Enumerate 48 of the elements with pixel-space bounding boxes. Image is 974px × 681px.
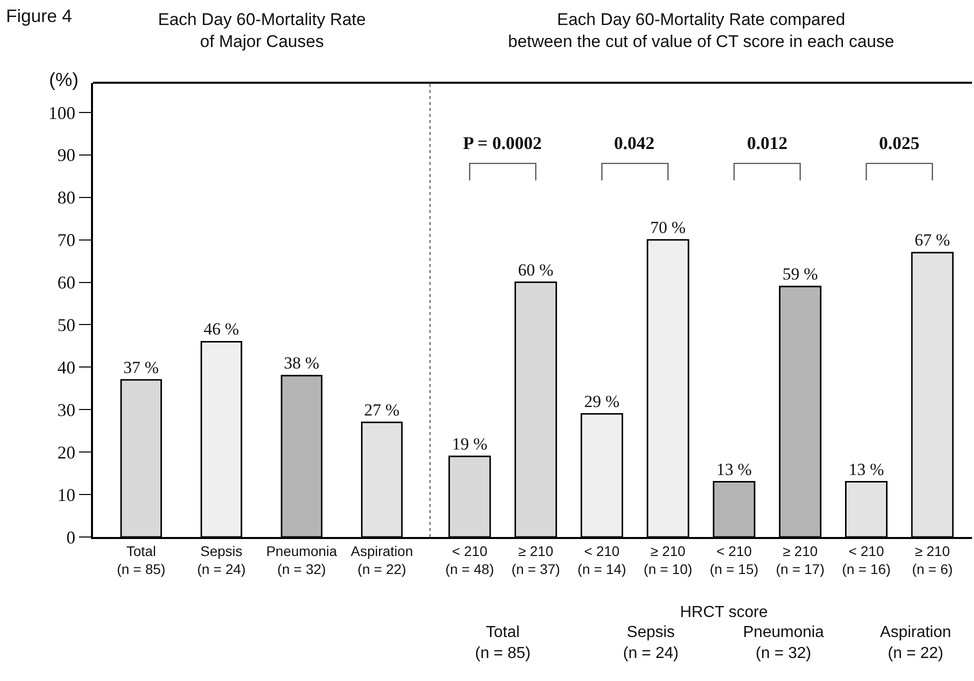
y-tick-label: 0 <box>66 527 76 548</box>
y-tick-label: 10 <box>57 484 76 505</box>
caption: Figure 4 <box>6 6 72 26</box>
annotation: 0.042 <box>614 133 654 153</box>
data-label: 67 % <box>914 230 950 250</box>
x-tick-label: ≥ 210 (n = 17) <box>776 542 824 577</box>
chart-title: Each Day 60-Mortality Rate compared between the cut of value of CT score in each cause <box>508 10 894 52</box>
x-tick-label: ≥ 210 (n = 10) <box>644 542 692 577</box>
data-label: 60 % <box>518 260 554 280</box>
y-tick-label: 40 <box>57 357 76 378</box>
data-label: 13 % <box>848 460 884 479</box>
data-label: 19 % <box>452 434 488 454</box>
chart-title: Each Day 60-Mortality Rate of Major Causes <box>158 10 366 52</box>
y-axis-title: (%) <box>49 70 79 91</box>
y-tick-label: 20 <box>57 442 76 462</box>
y-tick-label: 90 <box>57 145 76 166</box>
data-label: 59 % <box>782 264 818 284</box>
x-tick-label: Total (n = 85) <box>116 542 166 577</box>
y-tick-label: 100 <box>48 102 76 123</box>
x-tick-label: < 210 (n = 48) <box>445 542 494 577</box>
x-tick-label: Pneumonia (n = 32) <box>266 542 338 577</box>
x-tick-label: Sepsis (n = 24) <box>197 542 246 577</box>
x-tick-label: Aspiration (n = 22) <box>350 542 413 577</box>
data-label: 46 % <box>204 320 240 339</box>
text: Sepsis (n = 24) <box>623 624 679 662</box>
text: Aspiration (n = 22) <box>880 624 952 662</box>
y-tick-label: 80 <box>57 188 76 208</box>
data-label: 37 % <box>123 358 159 377</box>
x-tick-label: ≥ 210 (n = 37) <box>511 542 560 577</box>
x-axis-title: HRCT score <box>680 604 768 621</box>
text: Total (n = 85) <box>475 624 531 662</box>
annotation: 0.012 <box>747 133 788 153</box>
data-label: 27 % <box>364 400 400 420</box>
x-tick-label: < 210 (n = 14) <box>578 542 626 577</box>
data-label: 13 % <box>716 460 752 479</box>
text: Pneumonia (n = 32) <box>743 624 824 662</box>
y-tick-label: 60 <box>57 272 76 293</box>
y-tick-label: 50 <box>57 315 76 336</box>
data-label: 38 % <box>284 354 320 373</box>
x-tick-label: ≥ 210 (n = 6) <box>912 542 953 577</box>
annotation: 0.025 <box>879 133 920 153</box>
x-tick-label: < 210 (n = 16) <box>842 542 891 577</box>
annotation: P = 0.0002 <box>463 133 542 153</box>
x-tick-label: < 210 (n = 15) <box>710 542 758 577</box>
y-tick-label: 70 <box>57 230 76 250</box>
y-tick-label: 30 <box>57 400 76 420</box>
data-label: 70 % <box>650 218 686 237</box>
data-label: 29 % <box>584 392 620 411</box>
